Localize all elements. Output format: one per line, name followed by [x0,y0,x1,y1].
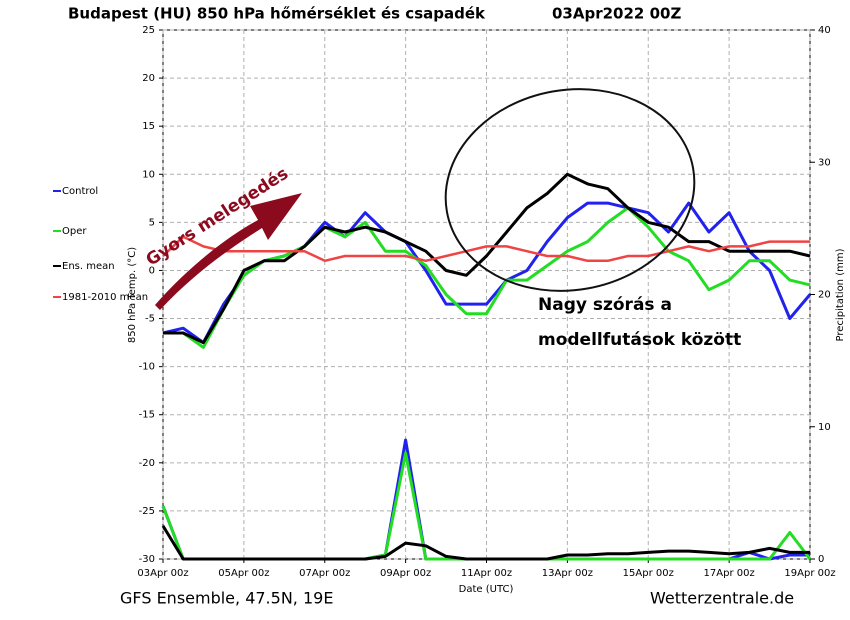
temperature-line [163,172,811,345]
temperature-line [163,206,811,349]
x-tick-label: 13Apr 00z [542,568,593,579]
plot-area: -30 -25 -20 -15 -10 -5 0 5 10 15 20 25 0 10 20 30 40 03Ap… [137,25,835,579]
y2-tick-label: 0 [818,554,824,565]
y2-tick-label: 30 [818,157,831,168]
precipitation-line [161,525,810,561]
legend-label: Control [62,186,98,197]
x-tick-label: 05Apr 00z [218,568,269,579]
x-tick-label: 17Apr 00z [704,568,755,579]
x-tick-label: 07Apr 00z [299,568,350,579]
y-axis-label: 850 hPa Temp. (°C) [127,247,138,343]
y2-tick-label: 40 [818,25,831,36]
annotation: modellfutások között [538,330,741,350]
y-tick-label: 25 [142,25,155,36]
x-tick-label: 03Apr 00z [137,568,188,579]
chart-subtitle: 03Apr2022 00Z [552,5,681,23]
y-tick-label: -30 [139,554,155,565]
annotation: Nagy szórás a [538,295,672,315]
credit-text: Wetterzentrale.de [650,589,794,608]
highlight-ellipse [444,88,696,292]
y-tick-label: 0 [149,265,155,276]
y-tick-label: -10 [139,362,155,373]
y-tick-label: -25 [139,506,155,517]
y-tick-label: 20 [142,73,155,84]
y-tick-label: 15 [142,121,155,132]
x-tick-label: 19Apr 00z [784,568,835,579]
y2-tick-label: 20 [818,290,831,301]
x-tick-label: 15Apr 00z [623,568,674,579]
chart-title: Budapest (HU) 850 hPa hőmérséklet és csa… [68,5,486,23]
x-tick-label: 11Apr 00z [461,568,512,579]
arrow [155,193,302,310]
y-tick-label: -5 [145,314,155,325]
legend-label: Ens. mean [62,261,115,272]
temperature-line [162,235,810,263]
legend-label: Oper [62,226,87,237]
legend-label: 1981-2010 mean [62,292,148,303]
y2-tick-label: 10 [818,422,831,433]
y-tick-label: -20 [139,458,155,469]
x-tick-label: 09Apr 00z [380,568,431,579]
y-tick-label: 10 [142,169,155,180]
source-text: GFS Ensemble, 47.5N, 19E [120,589,333,608]
y-tick-label: 5 [149,217,155,228]
y-tick-label: -15 [139,410,155,421]
y2-axis-label: Precipitation (mm) [835,248,846,341]
x-axis-label: Date (UTC) [459,584,514,595]
